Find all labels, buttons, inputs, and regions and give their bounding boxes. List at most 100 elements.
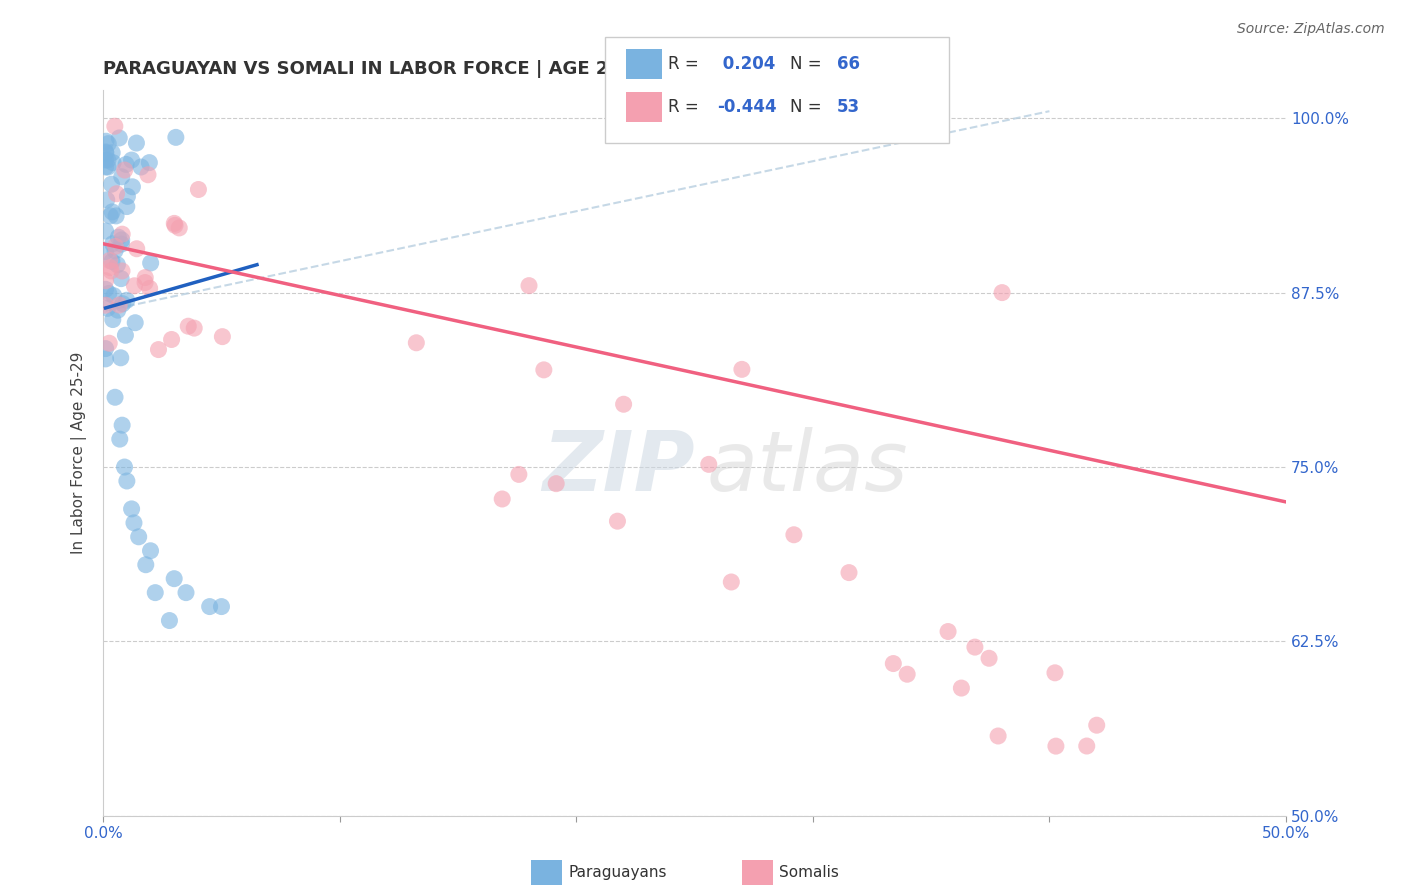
Point — [108, 131, 131, 145]
Point — [977, 651, 1000, 665]
Point — [135, 558, 157, 572]
Point — [98, 336, 121, 351]
Point — [183, 321, 205, 335]
Point — [111, 296, 134, 310]
Point — [546, 476, 568, 491]
Point — [991, 285, 1014, 300]
Point — [94, 145, 117, 159]
Text: 0.204: 0.204 — [717, 55, 776, 73]
Point — [111, 227, 134, 242]
Point — [110, 271, 132, 285]
Point — [103, 289, 125, 303]
Point — [108, 432, 131, 446]
Point — [107, 303, 129, 318]
Point — [896, 667, 918, 681]
Point — [94, 274, 117, 288]
Point — [111, 418, 134, 433]
Text: atlas: atlas — [706, 427, 908, 508]
Point — [100, 264, 122, 278]
Point — [121, 179, 143, 194]
Point — [96, 301, 118, 316]
Point — [124, 278, 146, 293]
Point — [94, 298, 117, 312]
Point — [134, 276, 156, 290]
Text: Paraguayans: Paraguayans — [568, 865, 666, 880]
Point — [110, 351, 132, 365]
Point — [97, 136, 120, 151]
Point — [107, 230, 129, 244]
Point — [122, 516, 145, 530]
Point — [211, 329, 233, 343]
Point — [94, 282, 117, 296]
Point — [160, 333, 183, 347]
Point — [104, 390, 127, 404]
Point — [139, 256, 162, 270]
Point — [211, 599, 233, 614]
Point — [606, 514, 628, 528]
Point — [104, 120, 127, 134]
Point — [198, 599, 221, 614]
Text: Somalis: Somalis — [779, 865, 839, 880]
Text: N =: N = — [790, 55, 827, 73]
Point — [115, 293, 138, 308]
Point — [533, 363, 555, 377]
Point — [136, 168, 159, 182]
Point — [963, 640, 986, 654]
Point — [101, 236, 124, 251]
Point — [121, 153, 143, 167]
Point — [138, 155, 160, 169]
Point — [114, 328, 136, 343]
Point — [110, 237, 132, 252]
Text: ZIP: ZIP — [541, 427, 695, 508]
Point — [108, 298, 131, 312]
Point — [94, 153, 117, 167]
Point — [950, 681, 973, 695]
Point — [138, 281, 160, 295]
Point — [697, 458, 720, 472]
Point — [101, 205, 124, 219]
Point — [128, 530, 150, 544]
Point — [129, 160, 152, 174]
Text: -0.444: -0.444 — [717, 98, 776, 116]
Point — [101, 155, 124, 169]
Point — [94, 244, 117, 259]
Point — [731, 362, 754, 376]
Point — [115, 200, 138, 214]
Point — [1085, 718, 1108, 732]
Point — [111, 264, 134, 278]
Y-axis label: In Labor Force | Age 25-29: In Labor Force | Age 25-29 — [72, 352, 87, 554]
Point — [115, 157, 138, 171]
Point — [97, 286, 120, 301]
Point — [94, 145, 117, 160]
Point — [101, 145, 124, 160]
Point — [101, 312, 124, 326]
Text: PARAGUAYAN VS SOMALI IN LABOR FORCE | AGE 25-29 CORRELATION CHART: PARAGUAYAN VS SOMALI IN LABOR FORCE | AG… — [103, 60, 875, 78]
Point — [148, 343, 170, 357]
Point — [94, 342, 117, 356]
Point — [491, 491, 513, 506]
Point — [97, 160, 120, 174]
Point — [105, 186, 128, 201]
Text: Source: ZipAtlas.com: Source: ZipAtlas.com — [1237, 22, 1385, 37]
Point — [720, 574, 742, 589]
Point — [987, 729, 1010, 743]
Point — [115, 474, 138, 488]
Point — [98, 253, 121, 268]
Point — [97, 153, 120, 167]
Point — [117, 189, 139, 203]
Text: 53: 53 — [837, 98, 859, 116]
Point — [165, 130, 187, 145]
Point — [1076, 739, 1098, 753]
Point — [101, 254, 124, 268]
Point — [139, 543, 162, 558]
Point — [177, 319, 200, 334]
Point — [94, 224, 117, 238]
Text: N =: N = — [790, 98, 827, 116]
Point — [1043, 665, 1066, 680]
Point — [125, 136, 148, 150]
Point — [187, 182, 209, 196]
Point — [124, 316, 146, 330]
Point — [159, 614, 181, 628]
Point — [163, 216, 186, 230]
Point — [111, 169, 134, 184]
